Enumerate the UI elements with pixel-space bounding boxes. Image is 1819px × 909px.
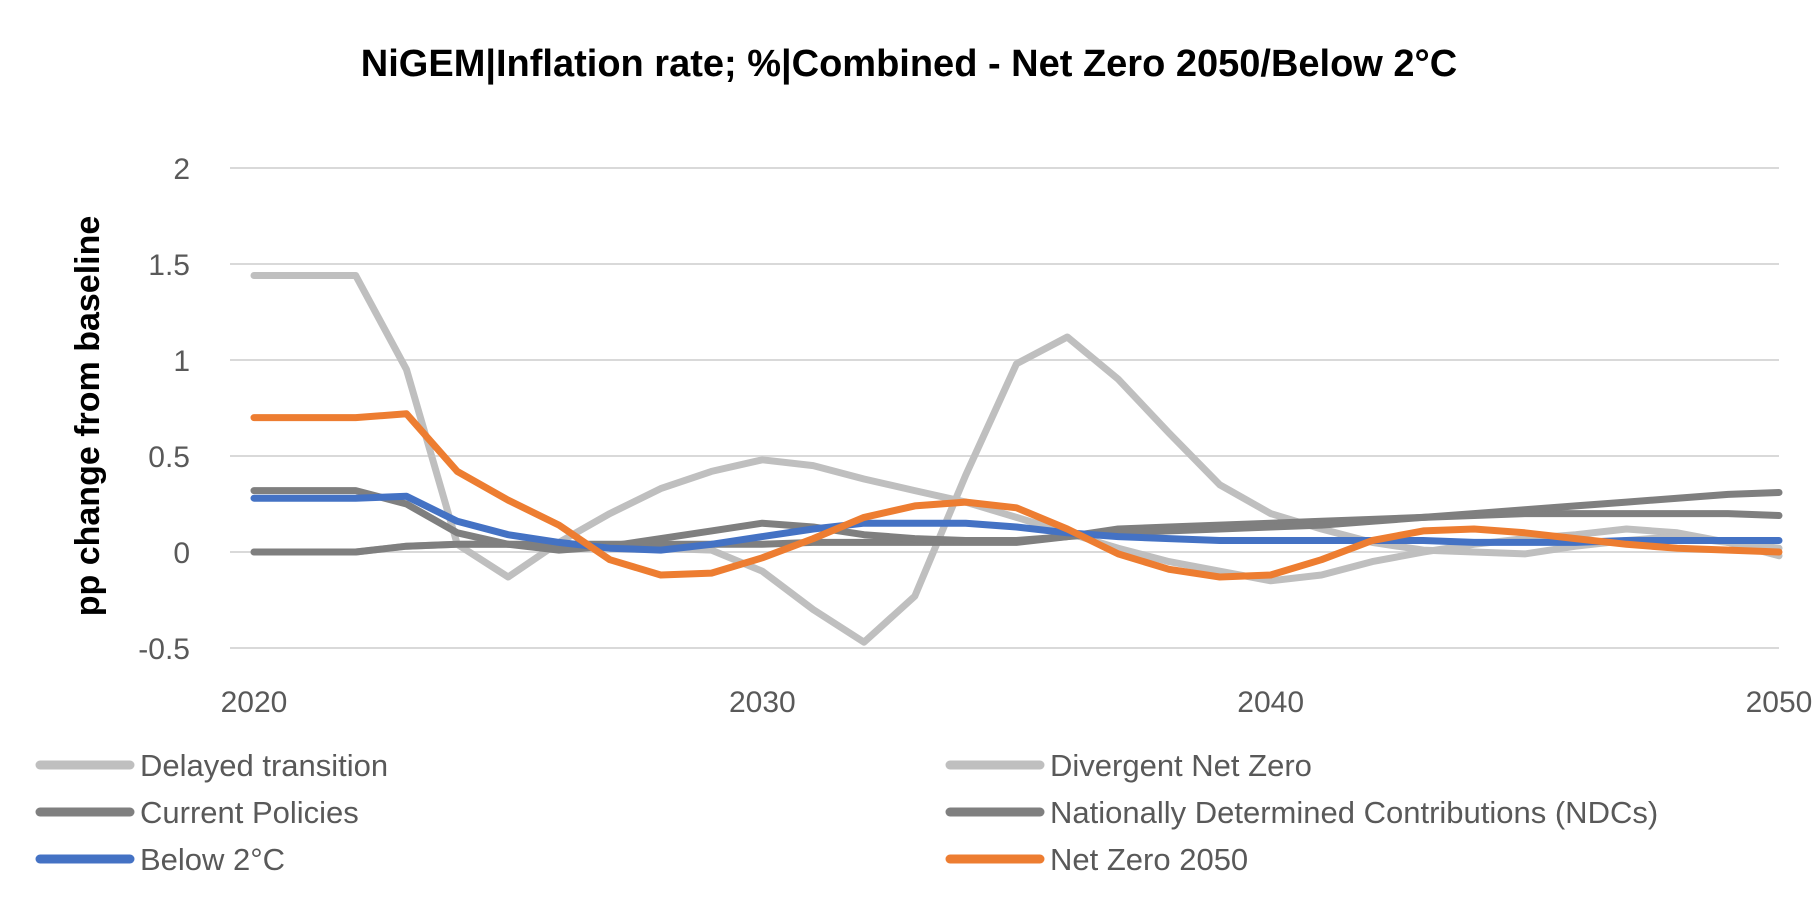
y-tick-label: 2 (173, 153, 190, 186)
legend-item-net-zero-2050: Net Zero 2050 (945, 842, 1248, 877)
legend-label: Nationally Determined Contributions (NDC… (1050, 795, 1658, 830)
legend-label: Net Zero 2050 (1050, 842, 1248, 877)
y-tick-label: 0.5 (148, 441, 190, 474)
legend-item-nationally-determined-contributions-ndcs: Nationally Determined Contributions (NDC… (945, 795, 1658, 830)
y-axis-ticks: -0.5 0 0.5 1 1.5 2 (138, 153, 190, 666)
y-tick-label: 1.5 (148, 249, 190, 282)
gridlines (230, 167, 1779, 649)
series-line-below-2-c (250, 492, 1783, 554)
legend: Delayed transition Divergent Net Zero Curr… (35, 748, 1658, 877)
y-axis-label: pp change from baseline (69, 216, 107, 617)
legend-item-current-policies: Current Policies (35, 795, 359, 830)
legend-item-divergent-net-zero: Divergent Net Zero (945, 748, 1312, 783)
y-tick-label: 0 (173, 537, 190, 570)
legend-item-below-2-c: Below 2°C (35, 842, 285, 877)
legend-label: Below 2°C (140, 842, 285, 877)
x-tick-label: 2030 (729, 686, 796, 719)
y-tick-label: 1 (173, 345, 190, 378)
x-axis-ticks: 2020 2030 2040 2050 (221, 686, 1813, 719)
x-tick-label: 2020 (221, 686, 288, 719)
legend-item-delayed-transition: Delayed transition (35, 748, 388, 783)
legend-label: Divergent Net Zero (1050, 748, 1312, 783)
series-line-nationally-determined-contributions-ndcs (250, 487, 1783, 554)
chart-title: NiGEM|Inflation rate; %|Combined - Net Z… (361, 43, 1457, 85)
series-lines (250, 272, 1783, 646)
legend-label: Current Policies (140, 795, 359, 830)
series-line-net-zero-2050 (250, 410, 1783, 581)
series-line-delayed-transition (250, 272, 1783, 585)
legend-label: Delayed transition (140, 748, 388, 783)
x-tick-label: 2050 (1746, 686, 1813, 719)
x-tick-label: 2040 (1237, 686, 1304, 719)
y-tick-label: -0.5 (138, 633, 190, 666)
